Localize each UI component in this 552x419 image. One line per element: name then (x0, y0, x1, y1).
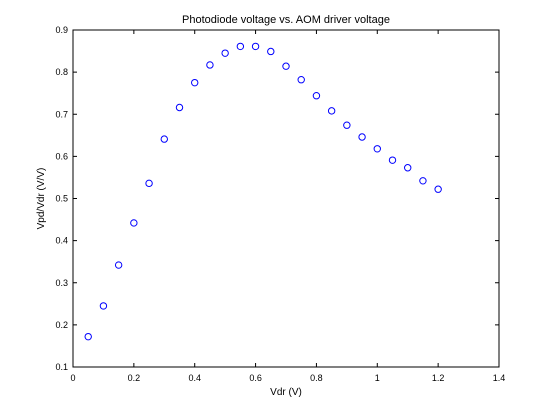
y-tick-label: 0.1 (55, 362, 68, 372)
x-tick-label: 0.6 (249, 373, 262, 383)
y-tick-label: 0.6 (55, 151, 68, 161)
data-point (99, 302, 108, 310)
x-tick-label: 0.2 (128, 373, 141, 383)
data-point (175, 103, 184, 112)
x-tick-label: 1.2 (432, 373, 445, 383)
data-point (251, 42, 260, 51)
data-points (84, 42, 442, 341)
data-point (130, 219, 138, 227)
data-point (358, 133, 366, 141)
data-point (160, 135, 168, 143)
y-axis-label: Vpd/Vdr (V/V) (36, 168, 47, 230)
y-tick-label: 0.4 (55, 236, 68, 246)
x-tick-label: 1 (375, 373, 380, 383)
data-point (221, 49, 229, 57)
data-point (388, 156, 397, 164)
data-point (236, 42, 245, 51)
data-point (327, 107, 336, 115)
x-tick-label: 0 (70, 373, 75, 383)
data-point (434, 185, 442, 193)
data-point (373, 145, 381, 153)
x-axis-label: Vdr (V) (270, 387, 302, 398)
data-point (145, 179, 153, 188)
x-tick-label: 1.4 (493, 373, 506, 383)
y-tick-label: 0.7 (55, 109, 68, 119)
plot-area (72, 29, 500, 368)
chart-title: Photodiode voltage vs. AOM driver voltag… (182, 14, 390, 26)
y-tick-label: 0.5 (55, 194, 68, 204)
y-tick-label: 0.2 (55, 320, 68, 330)
axis-ticks: 0 0.2 0.4 0.6 0.8 1 1.2 1.4 0.1 0.2 0.3 0.4 0.5 0.6 0.… (55, 25, 505, 383)
x-tick-label: 0.8 (310, 373, 323, 383)
data-point (114, 261, 123, 269)
data-point (419, 177, 427, 185)
data-point (312, 92, 321, 100)
data-point (343, 121, 351, 129)
x-tick-label: 0.4 (188, 373, 201, 383)
data-point (267, 47, 275, 56)
data-point (282, 62, 290, 70)
data-point (404, 164, 412, 172)
y-tick-label: 0.9 (55, 25, 68, 35)
y-tick-label: 0.8 (55, 67, 68, 77)
data-point (206, 61, 214, 69)
y-tick-label: 0.3 (55, 278, 68, 288)
data-point (191, 78, 199, 87)
data-point (84, 332, 92, 341)
data-point (297, 76, 305, 84)
